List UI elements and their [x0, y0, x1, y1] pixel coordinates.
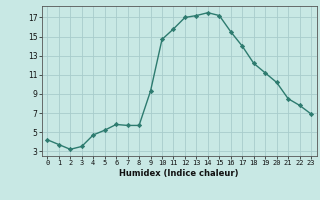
X-axis label: Humidex (Indice chaleur): Humidex (Indice chaleur): [119, 169, 239, 178]
